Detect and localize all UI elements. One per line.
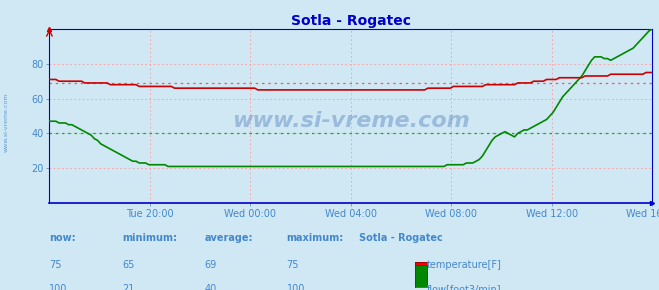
Text: 75: 75 xyxy=(49,260,62,269)
Text: temperature[F]: temperature[F] xyxy=(427,260,502,269)
Text: now:: now: xyxy=(49,233,76,243)
Text: 75: 75 xyxy=(287,260,299,269)
Text: 69: 69 xyxy=(204,260,217,269)
Text: flow[foot3/min]: flow[foot3/min] xyxy=(427,284,501,290)
Text: 100: 100 xyxy=(287,284,305,290)
Text: Sotla - Rogatec: Sotla - Rogatec xyxy=(359,233,443,243)
Text: average:: average: xyxy=(204,233,253,243)
Text: www.si-vreme.com: www.si-vreme.com xyxy=(232,111,470,131)
Text: maximum:: maximum: xyxy=(287,233,344,243)
Text: 21: 21 xyxy=(122,284,134,290)
Text: 65: 65 xyxy=(122,260,134,269)
Text: minimum:: minimum: xyxy=(122,233,177,243)
Title: Sotla - Rogatec: Sotla - Rogatec xyxy=(291,14,411,28)
Text: 40: 40 xyxy=(204,284,217,290)
Text: 100: 100 xyxy=(49,284,68,290)
Text: www.si-vreme.com: www.si-vreme.com xyxy=(4,92,9,152)
